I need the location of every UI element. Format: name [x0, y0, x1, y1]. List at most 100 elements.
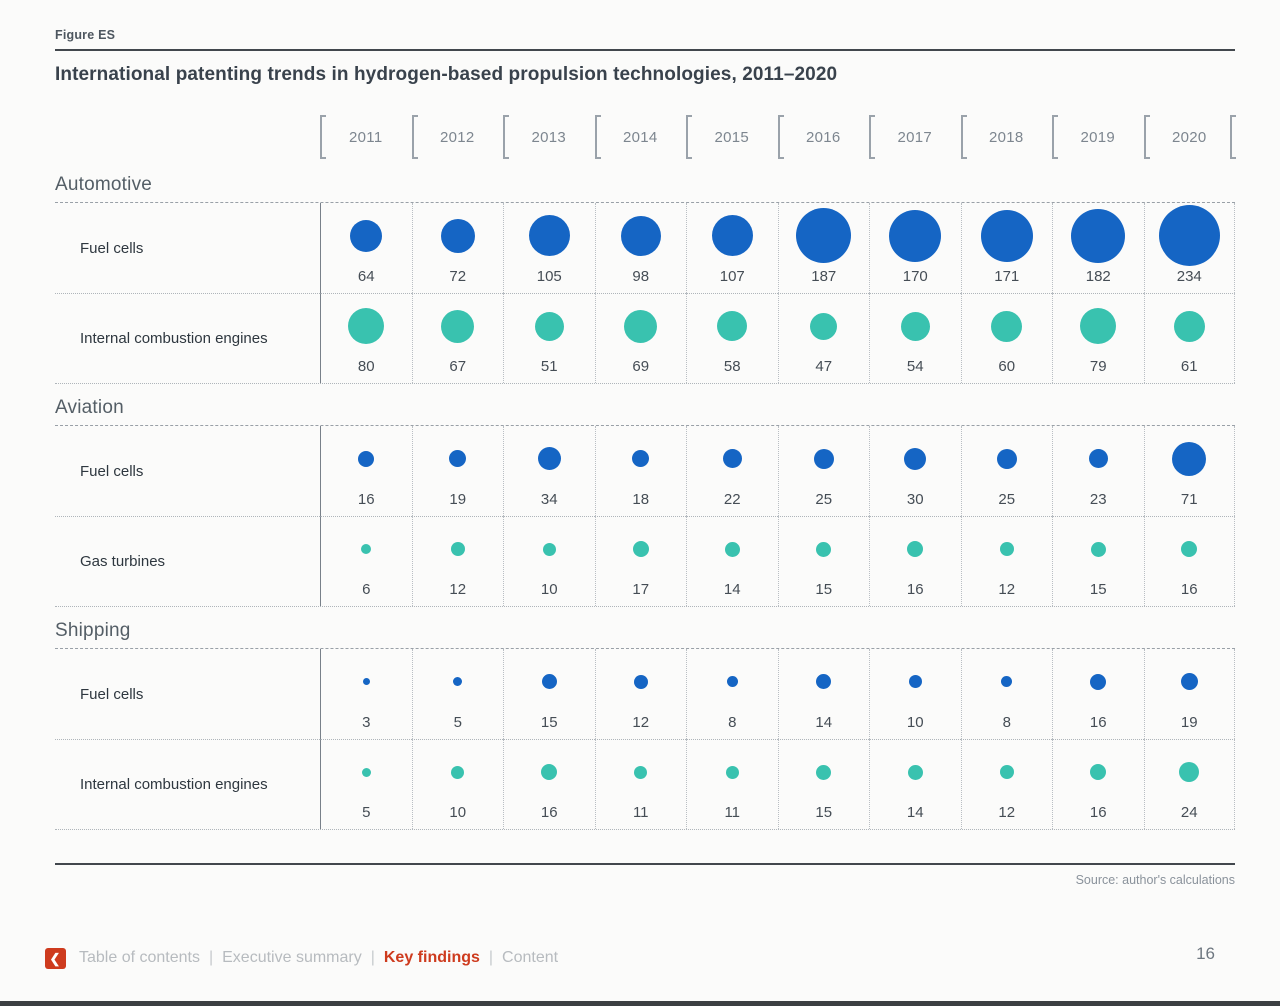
- data-bubble: [991, 310, 1023, 342]
- data-bubble: [813, 448, 834, 469]
- bubble-cell: 12: [960, 516, 1053, 606]
- bubble-cell: 79: [1052, 293, 1144, 383]
- bubble-value: 10: [906, 714, 924, 731]
- data-bubble: [348, 308, 385, 344]
- bubble-cell: 67: [411, 293, 504, 383]
- year-column-header: 2019: [1052, 113, 1144, 161]
- data-bubble: [1173, 310, 1205, 342]
- data-bubble: [361, 767, 371, 777]
- bubble-cell: 11: [686, 739, 778, 829]
- bubble-cell: 16: [869, 516, 961, 606]
- bubble-wrap: [413, 517, 504, 581]
- bubble-wrap: [1053, 740, 1144, 804]
- bubble-value: 182: [1085, 268, 1111, 285]
- row-label: Fuel cells: [80, 685, 144, 703]
- bubble-value: 71: [1180, 491, 1198, 508]
- year-column-header: 2012: [411, 113, 504, 161]
- bubble-value: 16: [906, 581, 924, 598]
- bubble-value: 80: [357, 358, 375, 375]
- bubble-cell: 69: [594, 293, 687, 383]
- bubble-value: 8: [728, 714, 737, 731]
- data-bubble: [541, 764, 558, 780]
- bubble-wrap: [596, 294, 687, 358]
- bubble-wrap: [596, 203, 687, 268]
- footer: ❮ Table of contents | Executive summary | Ke…: [45, 944, 1225, 972]
- bubble-wrap: [504, 294, 595, 358]
- bubble-value: 18: [632, 491, 650, 508]
- row-label: Internal combustion engines: [55, 739, 320, 829]
- title-rule: [55, 49, 1235, 51]
- page-bottom-edge: [0, 1001, 1280, 1006]
- bubble-wrap: [413, 426, 504, 491]
- bubble-value: 5: [453, 714, 462, 731]
- bubble-wrap: [321, 294, 412, 358]
- bubble-value: 19: [449, 491, 467, 508]
- bubble-cell: 22: [686, 426, 778, 516]
- bubble-cell: 6: [320, 516, 412, 606]
- bubble-wrap: [596, 426, 687, 491]
- bubble-cell: 25: [777, 426, 870, 516]
- data-bubble: [624, 309, 658, 343]
- bubble-wrap: [870, 517, 961, 581]
- data-bubble: [542, 542, 556, 556]
- bubble-wrap: [413, 294, 504, 358]
- footer-nav: Table of contents | Executive summary | Key …: [79, 949, 558, 967]
- year-column-header: 2017: [869, 113, 961, 161]
- row-label: Fuel cells: [80, 462, 144, 480]
- section-header-shipping: Shipping: [55, 620, 131, 641]
- bubble-value: 107: [719, 268, 745, 285]
- bubble-cell: 10: [869, 649, 961, 739]
- data-bubble: [1071, 208, 1126, 263]
- data-bubble: [816, 674, 832, 689]
- bubble-wrap: [962, 517, 1053, 581]
- bubble-cell: 15: [1052, 516, 1144, 606]
- data-bubble: [1001, 676, 1013, 687]
- bubble-cell: 58: [686, 293, 778, 383]
- source-rule: [55, 863, 1235, 865]
- data-bubble: [534, 311, 564, 341]
- bubble-wrap: [413, 649, 504, 714]
- bubble-cell: 60: [960, 293, 1052, 383]
- bubble-wrap: [1053, 517, 1144, 581]
- bubble-wrap: [413, 740, 504, 804]
- bubble-wrap: [779, 203, 870, 268]
- data-bubble: [907, 541, 924, 557]
- bubble-value: 30: [906, 491, 924, 508]
- bubble-cell: 18: [594, 426, 687, 516]
- bubble-value: 170: [902, 268, 928, 285]
- bubble-cell: 23: [1052, 426, 1144, 516]
- back-button[interactable]: ❮: [45, 947, 66, 969]
- bubble-cell: 54: [869, 293, 961, 383]
- nav-item-key-findings[interactable]: Key findings: [383, 949, 480, 966]
- year-header: 2011 2012 2013 2014 2015 2016 2017 2018 2019 2020: [320, 113, 1236, 161]
- bubble-cell: 15: [503, 649, 595, 739]
- data-bubble: [907, 764, 923, 780]
- data-bubble: [904, 447, 927, 470]
- bubble-wrap: [321, 740, 412, 804]
- chart-sections: Automotive Fuel cells 64 72 105 98 107 187 170 17…: [55, 174, 1235, 830]
- nav-item-executive-summary[interactable]: Executive summary: [222, 949, 362, 966]
- bubble-cell: 187: [777, 203, 870, 293]
- bubble-value: 17: [632, 581, 650, 598]
- nav-item-content[interactable]: Content: [502, 949, 559, 966]
- data-bubble: [816, 541, 832, 557]
- bubble-value: 5: [362, 804, 371, 821]
- data-bubble: [1090, 673, 1107, 690]
- data-bubble: [1090, 764, 1107, 780]
- bubble-cell: 105: [503, 203, 595, 293]
- data-bubble: [1180, 673, 1198, 690]
- data-bubble: [358, 450, 375, 467]
- bubble-value: 14: [906, 804, 924, 821]
- bubble-wrap: [1053, 294, 1144, 358]
- bubble-wrap: [779, 517, 870, 581]
- nav-item-table-of-contents[interactable]: Table of contents: [79, 949, 200, 966]
- bubble-wrap: [962, 203, 1053, 268]
- figure-label: Figure ES: [55, 28, 116, 42]
- bubble-cell: 98: [594, 203, 687, 293]
- bubble-value: 19: [1180, 714, 1198, 731]
- data-bubble: [796, 208, 852, 263]
- row-label: Fuel cells: [80, 239, 144, 257]
- row-label: Gas turbines: [55, 516, 320, 606]
- section-header-automotive: Automotive: [55, 174, 153, 195]
- data-bubble: [810, 312, 838, 340]
